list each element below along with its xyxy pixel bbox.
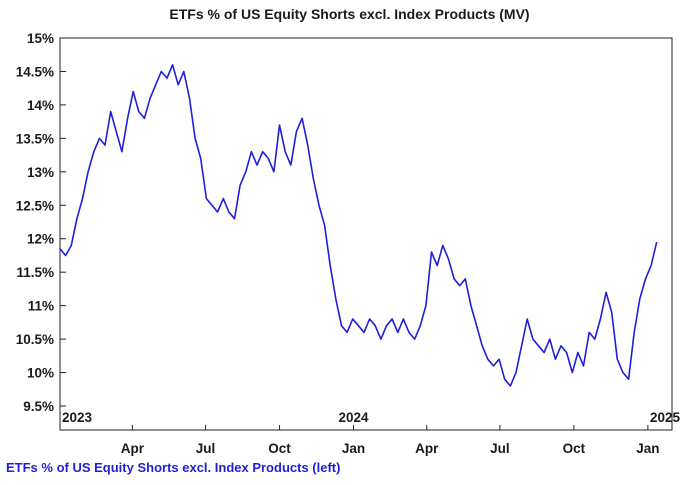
y-tick-label: 14.5% bbox=[16, 64, 54, 79]
y-tick-label: 11.5% bbox=[16, 265, 54, 280]
y-tick-label: 10.5% bbox=[16, 332, 54, 347]
y-axis: 15% 14.5% 14% 13.5% 13% 12.5% 12% 11.5% 11% 10.5%… bbox=[16, 31, 66, 414]
x-axis: Apr Jul Oct Jan Apr Jul Oct Jan 2023 2024 2025 bbox=[60, 410, 680, 456]
x-tick-label: Oct bbox=[268, 441, 291, 456]
legend-entry: ETFs % of US Equity Shorts excl. Index P… bbox=[6, 460, 341, 475]
y-tick-label: 12% bbox=[27, 232, 54, 247]
x-year-label: 2023 bbox=[62, 410, 93, 425]
x-tick-label: Jul bbox=[196, 441, 216, 456]
y-tick-label: 14% bbox=[27, 98, 54, 113]
x-tick-label: Apr bbox=[121, 441, 145, 456]
y-tick-label: 13% bbox=[27, 165, 54, 180]
y-tick-label: 15% bbox=[27, 31, 54, 46]
x-tick-label: Jan bbox=[636, 441, 659, 456]
y-tick-label: 13.5% bbox=[16, 131, 54, 146]
plot-border bbox=[59, 37, 673, 431]
x-tick-label: Jan bbox=[342, 441, 365, 456]
y-tick-label: 12.5% bbox=[16, 198, 54, 213]
y-tick-label: 9.5% bbox=[23, 399, 54, 414]
x-tick-label: Oct bbox=[563, 441, 586, 456]
series-line bbox=[59, 64, 658, 387]
x-year-label: 2025 bbox=[650, 410, 681, 425]
x-year-label: 2024 bbox=[339, 410, 370, 425]
series-layer bbox=[59, 64, 658, 387]
chart-title: ETFs % of US Equity Shorts excl. Index P… bbox=[169, 6, 530, 22]
y-tick-label: 10% bbox=[27, 366, 54, 381]
y-tick-label: 11% bbox=[28, 299, 54, 314]
x-tick-label: Apr bbox=[415, 441, 439, 456]
plot-frame bbox=[59, 37, 673, 431]
x-tick-label: Jul bbox=[490, 441, 510, 456]
